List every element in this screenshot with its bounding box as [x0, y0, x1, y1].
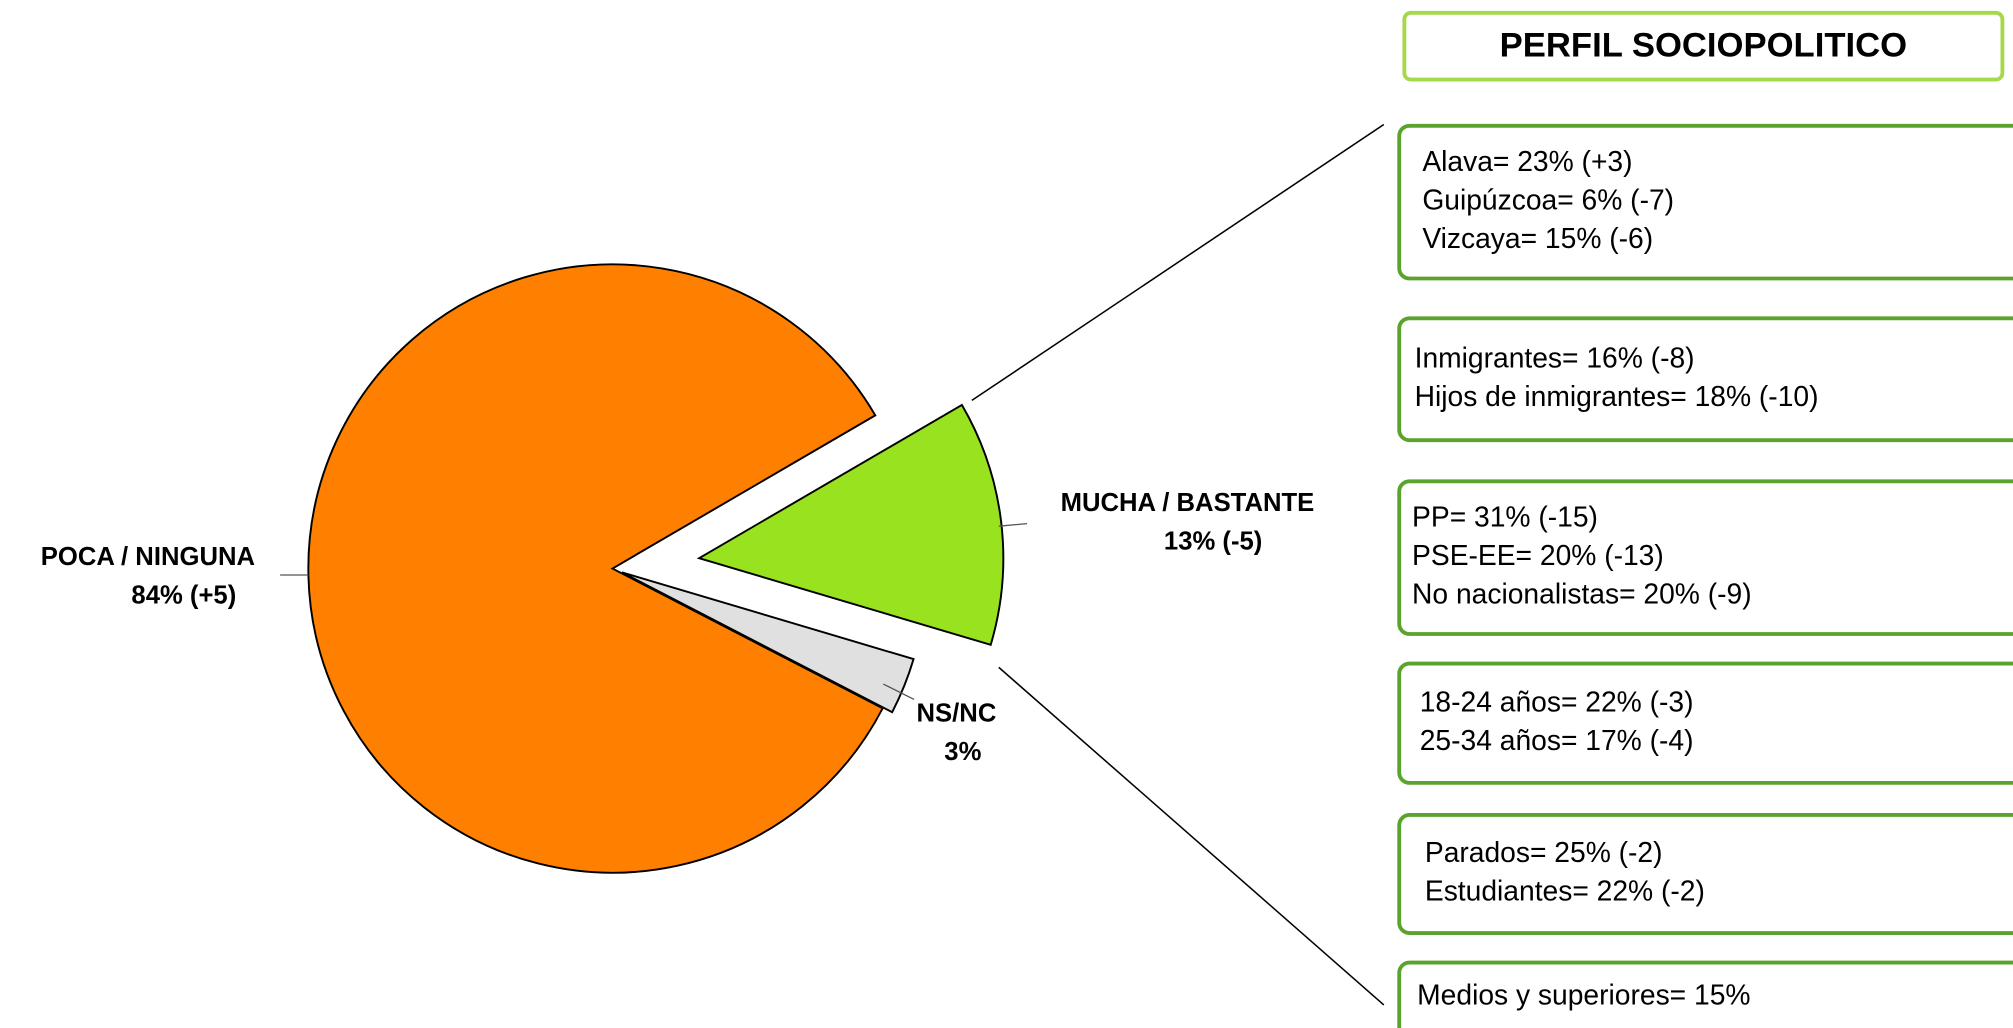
profile-box [1397, 960, 2013, 1028]
profile-line: No nacionalistas= 20% (-9) [1412, 578, 1752, 610]
slice-label: POCA / NINGUNA [41, 543, 255, 571]
profile-line: Estudiantes= 22% (-2) [1425, 875, 1705, 907]
slice-label: NS/NC [917, 700, 997, 728]
slice-value-label: 84% (+5) [131, 582, 236, 610]
connector [971, 123, 1385, 402]
profile-box [1397, 316, 2013, 443]
profile-line: Vizcaya= 15% (-6) [1422, 222, 1653, 254]
leader-line [883, 683, 915, 701]
profile-line: Medios y superiores= 15% [1417, 979, 1750, 1011]
slice-value-label: 3% [944, 738, 981, 766]
profile-line: Hijos de inmigrantes= 18% (-10) [1415, 380, 1819, 412]
profile-line: PSE-EE= 20% (-13) [1412, 539, 1664, 571]
connector [998, 666, 1385, 1006]
profile-box [1397, 123, 2013, 281]
pie-slice [696, 403, 1005, 647]
profile-box [1397, 661, 2013, 785]
title-box [1402, 10, 2005, 82]
pie-slice [307, 263, 884, 874]
profile-line: Guipúzcoa= 6% (-7) [1422, 184, 1674, 216]
profile-line: Inmigrantes= 16% (-8) [1415, 341, 1695, 373]
profile-line: Parados= 25% (-2) [1425, 836, 1663, 868]
profile-line: PP= 31% (-15) [1412, 501, 1598, 533]
profile-box [1397, 813, 2013, 935]
profile-line: 25-34 años= 17% (-4) [1420, 724, 1694, 756]
profile-line: Alava= 23% (+3) [1422, 145, 1632, 177]
profile-box [1397, 479, 2013, 636]
slice-label: MUCHA / BASTANTE [1061, 489, 1315, 517]
pie-slice [621, 571, 915, 714]
profile-line: 18-24 años= 22% (-3) [1420, 685, 1694, 717]
slice-value-label: 13% (-5) [1164, 528, 1262, 556]
leader-line [998, 522, 1028, 527]
profile-title: PERFIL SOCIOPOLITICO [1500, 27, 1907, 65]
